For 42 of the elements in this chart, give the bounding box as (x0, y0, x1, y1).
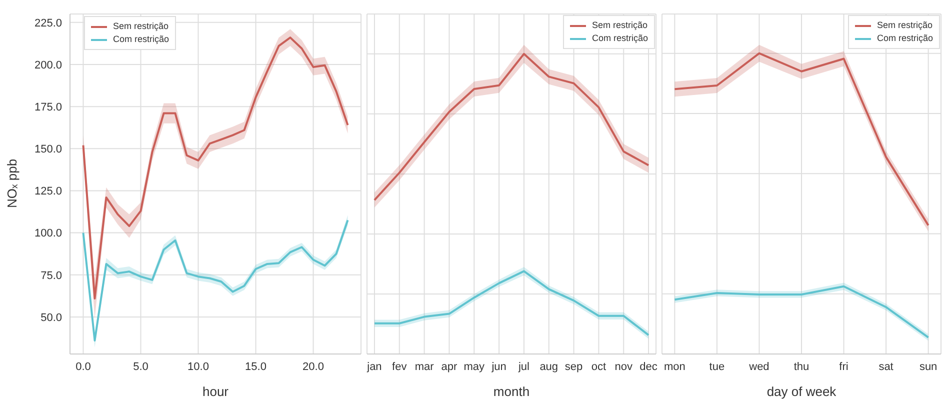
x-tick-label: dec (640, 360, 658, 373)
x-tick-label: 15.0 (245, 360, 266, 373)
y-tick-label: 75.0 (40, 270, 62, 282)
x-tick-label: 10.0 (188, 360, 209, 373)
x-tick-label: fri (839, 360, 848, 373)
x-tick-label: sat (878, 360, 894, 373)
legend-label: Sem restrição (876, 19, 933, 32)
x-tick-label: apr (441, 360, 458, 373)
legend-label: Com restrição (592, 32, 648, 45)
x-tick-label: jul (517, 360, 530, 373)
legend-label: Sem restrição (592, 19, 648, 32)
x-tick-label: sep (564, 360, 583, 373)
x-tick-label: fev (392, 360, 408, 373)
x-tick-label: wed (748, 360, 770, 373)
x-tick-label: thu (794, 360, 810, 373)
x-tick-label: oct (591, 360, 606, 373)
x-tick-label: aug (540, 360, 558, 373)
y-tick-label: 150.0 (34, 144, 62, 156)
x-axis-title: month (493, 384, 530, 399)
x-tick-label: 0.0 (76, 360, 91, 373)
y-tick-label: 225.0 (34, 17, 62, 30)
x-axis-title: hour (202, 384, 230, 399)
legend-label: Com restrição (876, 32, 933, 45)
x-tick-label: jan (366, 360, 382, 373)
legend-label: Com restrição (113, 33, 170, 46)
y-tick-label: 125.0 (34, 186, 62, 198)
x-tick-label: may (464, 360, 486, 373)
x-tick-label: mon (664, 360, 686, 373)
y-tick-label: 200.0 (34, 59, 62, 72)
x-axis-title: day of week (766, 384, 837, 399)
y-tick-label: 50.0 (40, 312, 62, 324)
x-tick-label: jun (490, 360, 506, 373)
legend-label: Sem restrição (113, 20, 169, 33)
x-tick-label: nov (614, 360, 633, 373)
y-axis-title: NOₓ ppb (4, 158, 20, 208)
x-tick-label: tue (709, 360, 725, 373)
y-tick-label: 100.0 (34, 228, 62, 240)
x-tick-label: sun (919, 360, 938, 373)
x-tick-label: mar (414, 360, 434, 373)
x-tick-label: 5.0 (133, 360, 148, 373)
x-tick-label: 20.0 (302, 360, 324, 373)
y-tick-label: 175.0 (34, 101, 62, 114)
